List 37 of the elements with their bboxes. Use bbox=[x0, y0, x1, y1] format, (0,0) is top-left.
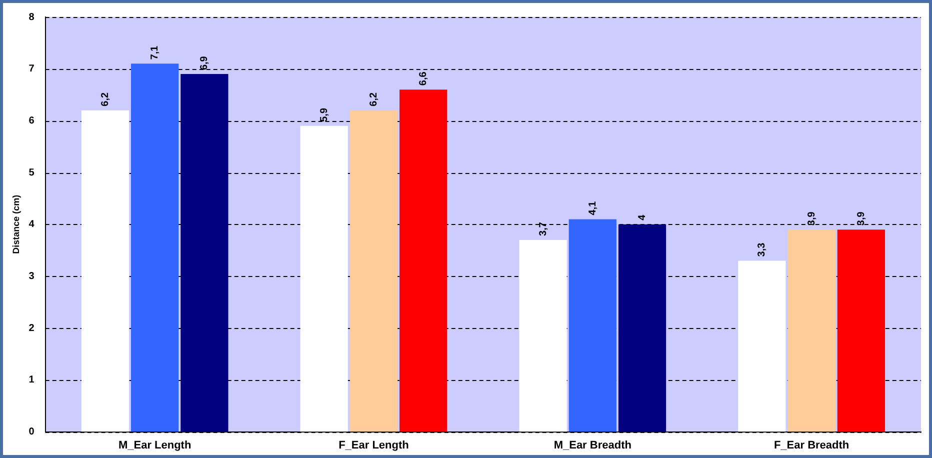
y-tick-label: 5 bbox=[28, 167, 35, 178]
bar bbox=[788, 230, 836, 432]
bar bbox=[837, 230, 885, 432]
bar bbox=[738, 260, 786, 432]
bar bbox=[131, 64, 179, 432]
y-tick-label: 1 bbox=[28, 374, 35, 386]
data-label: 4,1 bbox=[587, 200, 598, 216]
y-axis-title: Distance (cm) bbox=[10, 194, 21, 254]
data-label: 3,3 bbox=[756, 242, 768, 257]
y-tick-label: 8 bbox=[28, 12, 35, 23]
data-label: 6,2 bbox=[368, 92, 380, 106]
bar bbox=[400, 90, 448, 432]
data-label: 6,9 bbox=[199, 56, 210, 70]
y-tick-label: 7 bbox=[28, 64, 35, 75]
data-label: 3,9 bbox=[856, 211, 867, 226]
x-tick-label: M_Ear Length bbox=[118, 439, 192, 452]
y-tick-label: 3 bbox=[28, 271, 35, 282]
bar bbox=[519, 240, 567, 432]
bar bbox=[81, 110, 130, 432]
y-tick-label: 4 bbox=[28, 219, 35, 230]
bar bbox=[300, 126, 348, 432]
data-label: 5,9 bbox=[318, 108, 330, 122]
y-tick-label: 2 bbox=[28, 322, 35, 334]
x-tick-label: F_Ear Breadth bbox=[774, 439, 850, 452]
data-label: 3,9 bbox=[806, 211, 818, 226]
data-label: 7,1 bbox=[150, 45, 161, 60]
bar bbox=[180, 74, 228, 432]
data-label: 6,2 bbox=[100, 92, 111, 106]
data-label: 4 bbox=[637, 214, 648, 220]
bar bbox=[618, 224, 666, 432]
data-label: 6,6 bbox=[418, 71, 430, 86]
x-tick-label: M_Ear Breadth bbox=[554, 439, 632, 452]
bar bbox=[350, 110, 398, 432]
x-tick-label: F_Ear Length bbox=[338, 439, 410, 452]
bar bbox=[568, 219, 616, 432]
y-tick-label: 6 bbox=[28, 115, 35, 126]
y-tick-label: 0 bbox=[28, 426, 35, 438]
